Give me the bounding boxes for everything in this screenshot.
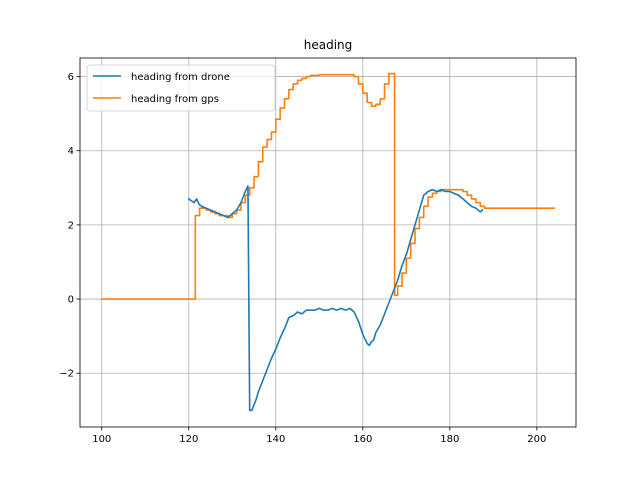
- axes-frame: [79, 57, 577, 428]
- y-tick-label: 6: [68, 72, 74, 83]
- x-tick-label: 100: [92, 434, 111, 445]
- x-tick-label: 140: [266, 434, 285, 445]
- legend-label-gps: heading from gps: [131, 94, 219, 105]
- y-tick-label: 0: [68, 295, 74, 306]
- y-tick-label: −2: [59, 369, 74, 380]
- y-tick-label: 2: [68, 220, 74, 231]
- x-tick-label: 160: [353, 434, 372, 445]
- y-tick-label: 4: [68, 146, 74, 157]
- x-tick-label: 120: [179, 434, 198, 445]
- legend-label-drone: heading from drone: [131, 72, 230, 83]
- legend: heading from drone heading from gps: [86, 64, 276, 112]
- series-line-drone: [187, 185, 484, 412]
- series-line-gps: [100, 72, 556, 300]
- x-tick-label: 180: [440, 434, 459, 445]
- chart-title: heading: [304, 38, 353, 52]
- plot-area: [100, 72, 556, 412]
- axis-ticks: 100 120 140 160 180 200 −2 0 2 4 6: [59, 72, 546, 445]
- legend-box: [86, 64, 276, 112]
- x-tick-label: 200: [527, 434, 546, 445]
